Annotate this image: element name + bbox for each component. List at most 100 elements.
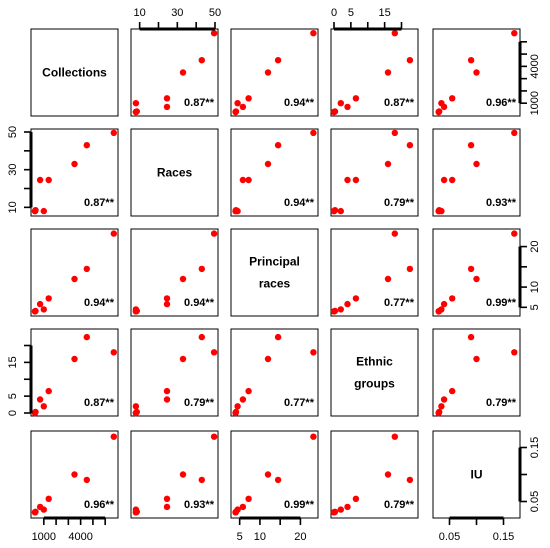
point-collections-vs-races-2 (133, 108, 140, 115)
point-collections-vs-principal_races-4 (239, 103, 247, 111)
point-iu-vs-collections-6 (71, 471, 78, 478)
point-ethnic_groups-vs-races-5 (163, 387, 171, 395)
ethnic_groups-tick-label: 5 (7, 393, 19, 399)
point-principal_races-vs-ethnic_groups-5 (352, 295, 360, 302)
point-collections-vs-iu-6 (473, 69, 480, 76)
point-races-vs-collections-8 (110, 129, 118, 137)
point-collections-vs-races-7 (198, 57, 205, 64)
point-ethnic_groups-vs-collections-5 (45, 387, 52, 395)
races-tick-label: 10 (7, 201, 19, 213)
panel-collections-principal_races (230, 28, 319, 117)
panel-iu-races (130, 430, 219, 519)
point-iu-vs-ethnic_groups-7 (406, 476, 414, 484)
correlation-label: 0.96** (486, 97, 517, 109)
point-collections-vs-principal_races-6 (264, 69, 272, 76)
point-principal_races-vs-collections-4 (36, 300, 44, 308)
point-principal_races-vs-races-7 (198, 265, 205, 273)
panel-races-iu (432, 128, 521, 217)
point-races-vs-iu-8 (511, 129, 518, 137)
point-principal_races-vs-collections-6 (71, 275, 78, 283)
point-ethnic_groups-vs-iu-7 (467, 333, 475, 341)
ethnic_groups-tick-label: 0 (7, 410, 19, 416)
point-collections-vs-ethnic_groups-8 (391, 30, 398, 37)
point-ethnic_groups-vs-races-8 (210, 349, 218, 356)
point-ethnic_groups-vs-races-4 (163, 396, 171, 403)
point-ethnic_groups-vs-principal_races-3 (234, 403, 241, 410)
point-collections-vs-iu-8 (511, 30, 518, 37)
ethnic_groups-tick-label: 15 (7, 356, 19, 368)
point-principal_races-vs-iu-8 (511, 230, 518, 237)
point-iu-vs-races-8 (210, 433, 218, 440)
correlation-label: 0.93** (486, 197, 517, 209)
point-principal_races-vs-ethnic_groups-3 (337, 306, 344, 313)
diagonal-label-ethnic_groups: Ethnic (356, 355, 393, 369)
correlation-label: 0.79** (184, 397, 215, 409)
point-collections-vs-races-4 (163, 103, 171, 111)
point-collections-vs-iu-5 (449, 95, 456, 102)
point-iu-vs-principal_races-7 (274, 476, 282, 484)
point-ethnic_groups-vs-races-6 (179, 355, 187, 363)
point-races-vs-ethnic_groups-2 (331, 207, 339, 214)
panel-principal_races-collections (30, 228, 119, 317)
point-ethnic_groups-vs-races-2 (133, 408, 140, 416)
point-collections-vs-principal_races-3 (234, 100, 241, 107)
point-races-vs-collections-6 (71, 160, 78, 168)
point-principal_races-vs-ethnic_groups-6 (384, 275, 392, 283)
point-iu-vs-ethnic_groups-4 (344, 503, 351, 511)
point-iu-vs-collections-4 (36, 503, 44, 511)
correlation-label: 0.87** (384, 97, 415, 109)
point-ethnic_groups-vs-iu-5 (449, 387, 456, 395)
point-iu-vs-principal_races-8 (310, 433, 317, 440)
point-ethnic_groups-vs-collections-3 (40, 403, 47, 410)
diagonal-label-principal_races: Principal (249, 255, 300, 269)
races-tick-label: 30 (7, 164, 19, 176)
point-races-vs-iu-5 (449, 176, 456, 184)
point-races-vs-iu-6 (473, 160, 480, 168)
point-principal_races-vs-collections-7 (83, 265, 91, 273)
panel-iu-ethnic_groups (330, 430, 419, 519)
point-iu-vs-principal_races-6 (264, 471, 272, 478)
correlation-label: 0.79** (486, 397, 517, 409)
point-ethnic_groups-vs-principal_races-4 (239, 396, 247, 403)
principal_races-tick-label: 20 (294, 531, 306, 543)
point-ethnic_groups-vs-races-7 (198, 333, 205, 341)
correlation-label: 0.99** (284, 499, 315, 511)
point-collections-vs-iu-2 (436, 108, 443, 115)
correlation-label: 0.79** (384, 499, 415, 511)
point-iu-vs-collections-2 (32, 508, 39, 515)
correlation-label: 0.87** (84, 397, 115, 409)
point-iu-vs-races-3 (132, 506, 140, 513)
point-ethnic_groups-vs-principal_races-8 (310, 349, 317, 356)
point-iu-vs-ethnic_groups-6 (384, 471, 392, 478)
point-principal_races-vs-races-6 (179, 275, 187, 283)
point-principal_races-vs-iu-6 (473, 275, 480, 283)
diagonal-label-iu: IU (471, 468, 483, 482)
principal_races-tick-label: 10 (529, 281, 541, 293)
correlation-label: 0.77** (384, 297, 415, 309)
point-races-vs-collections-7 (83, 142, 91, 149)
panel-races-races (130, 128, 219, 217)
panel-ethnic_groups-ethnic_groups (330, 328, 419, 417)
point-principal_races-vs-iu-5 (449, 295, 456, 302)
point-collections-vs-principal_races-8 (310, 30, 317, 37)
point-collections-vs-races-5 (163, 95, 171, 102)
collections-tick-label: 1000 (529, 91, 541, 115)
point-ethnic_groups-vs-races-3 (132, 403, 140, 410)
correlation-label: 0.99** (486, 297, 517, 309)
point-iu-vs-collections-5 (45, 495, 52, 502)
point-iu-vs-races-7 (198, 476, 205, 484)
point-races-vs-ethnic_groups-3 (337, 207, 344, 215)
principal_races-tick-label: 10 (254, 531, 266, 543)
point-collections-vs-ethnic_groups-2 (331, 108, 339, 115)
point-iu-vs-races-5 (163, 495, 171, 502)
point-iu-vs-ethnic_groups-2 (331, 508, 339, 515)
point-collections-vs-iu-7 (467, 57, 475, 64)
races-tick-label: 10 (134, 7, 146, 19)
point-collections-vs-ethnic_groups-7 (406, 57, 414, 64)
iu-tick-label: 0.05 (529, 491, 541, 512)
diagonal-label-ethnic_groups: groups (354, 377, 395, 391)
point-races-vs-collections-3 (40, 207, 47, 215)
point-principal_races-vs-iu-3 (438, 306, 445, 313)
correlation-label: 0.87** (184, 97, 215, 109)
point-races-vs-principal_races-6 (264, 160, 272, 168)
